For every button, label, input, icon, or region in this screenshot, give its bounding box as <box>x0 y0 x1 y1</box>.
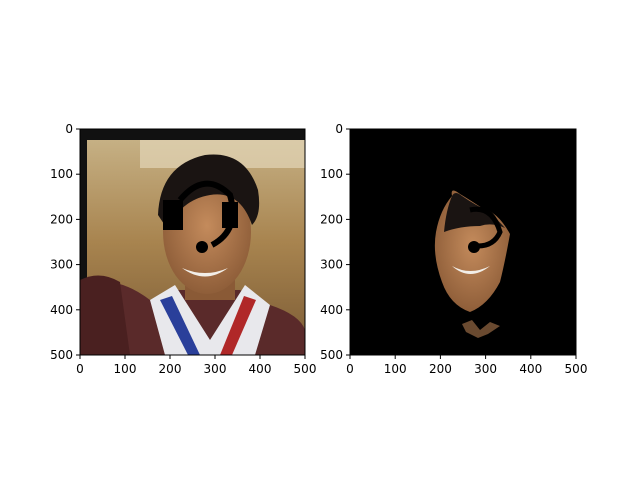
left-ytick-label: 100 <box>50 167 73 181</box>
right-occlusion-dot <box>468 241 480 253</box>
right-ytick-label: 0 <box>335 122 343 136</box>
left-occlusion-left-eye <box>163 200 183 230</box>
left-ytick-label: 500 <box>50 348 73 362</box>
left-image-left-border <box>80 129 87 355</box>
left-image-panel <box>80 129 305 355</box>
right-xtick-label: 0 <box>346 362 354 376</box>
left-ytick-label: 300 <box>50 258 73 272</box>
right-xtick-label: 500 <box>565 362 588 376</box>
left-image-smile <box>182 268 228 277</box>
left-ytick-label: 200 <box>50 212 73 226</box>
right-ytick-label: 500 <box>320 348 343 362</box>
left-xtick-label: 400 <box>249 362 272 376</box>
left-image-ribbon-red <box>220 296 256 355</box>
right-ytick-label: 300 <box>320 258 343 272</box>
right-axes-frame <box>349 128 577 356</box>
right-xtick-label: 400 <box>519 362 542 376</box>
left-xtick-label: 100 <box>114 362 137 376</box>
right-image-hair <box>444 193 505 232</box>
right-xtick-label: 100 <box>384 362 407 376</box>
left-axes-frame <box>79 128 306 356</box>
left-occlusion-dot <box>196 241 208 253</box>
right-image-panel <box>350 129 576 355</box>
right-image-neck-fragment <box>462 320 500 338</box>
left-xtick-label: 0 <box>76 362 84 376</box>
right-ytick-label: 400 <box>320 303 343 317</box>
left-xtick-label: 300 <box>204 362 227 376</box>
left-ytick-label: 0 <box>65 122 73 136</box>
left-xtick-label: 500 <box>294 362 317 376</box>
left-image-hair <box>158 154 260 230</box>
left-image-ribbon-blue <box>160 296 200 355</box>
right-occlusion-arc <box>469 206 503 249</box>
left-occlusion-arc <box>177 180 236 248</box>
right-ytick-label: 200 <box>320 212 343 226</box>
left-ytick-label: 400 <box>50 303 73 317</box>
left-image-arm <box>80 275 130 355</box>
right-xtick-label: 200 <box>429 362 452 376</box>
right-xtick-label: 300 <box>474 362 497 376</box>
right-image-smile <box>452 266 490 274</box>
left-xtick-label: 200 <box>159 362 182 376</box>
left-image-top-border <box>80 129 305 140</box>
right-ytick-label: 100 <box>320 167 343 181</box>
